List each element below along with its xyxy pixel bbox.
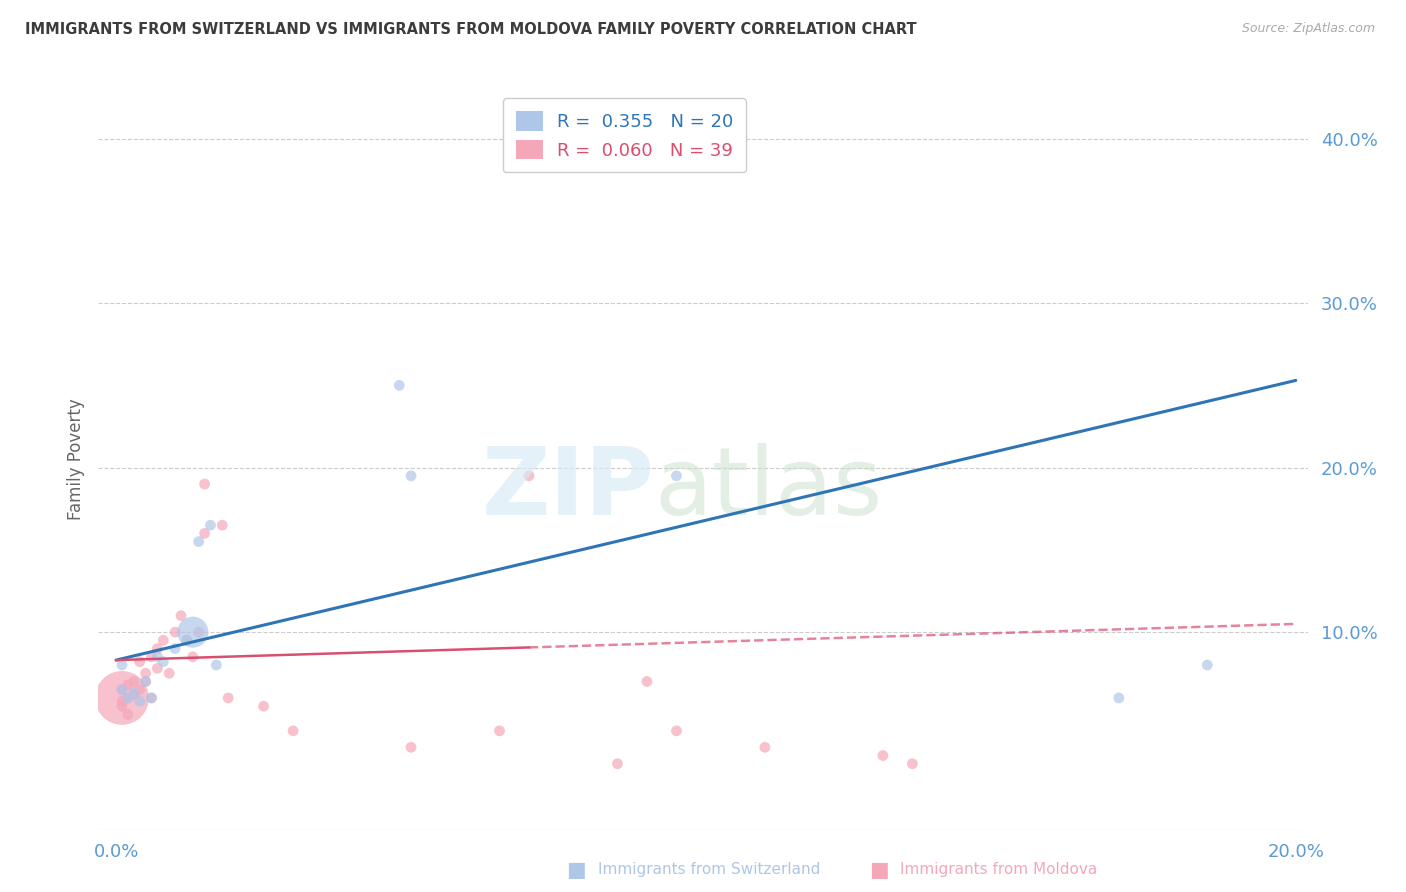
Point — [157, 666, 180, 681]
Point — [111, 690, 134, 705]
Point — [135, 674, 157, 689]
Point — [111, 694, 134, 708]
Point — [111, 699, 134, 714]
Point — [117, 690, 139, 705]
Point — [165, 641, 187, 656]
Point — [122, 674, 145, 689]
Point — [176, 633, 198, 648]
Point — [194, 526, 217, 541]
Point — [388, 378, 411, 392]
Point — [217, 690, 239, 705]
Point — [152, 655, 174, 669]
Point — [754, 740, 776, 755]
Point — [128, 694, 150, 708]
Point — [122, 688, 145, 702]
Point — [399, 740, 422, 755]
Text: atlas: atlas — [655, 443, 883, 535]
Point — [901, 756, 924, 771]
Text: Immigrants from Switzerland: Immigrants from Switzerland — [598, 863, 820, 877]
Point — [170, 608, 193, 623]
Point — [117, 690, 139, 705]
Point — [399, 468, 422, 483]
Text: Immigrants from Moldova: Immigrants from Moldova — [900, 863, 1097, 877]
Point — [146, 649, 169, 664]
Point — [606, 756, 628, 771]
Point — [181, 649, 204, 664]
Point — [152, 633, 174, 648]
Point — [135, 674, 157, 689]
Point — [205, 658, 228, 673]
Point — [111, 658, 134, 673]
Point — [517, 468, 540, 483]
Point — [141, 649, 163, 664]
Point — [141, 690, 163, 705]
Point — [135, 666, 157, 681]
Point — [128, 655, 150, 669]
Point — [141, 690, 163, 705]
Point — [281, 723, 304, 738]
Point — [111, 682, 134, 697]
Point — [117, 707, 139, 722]
Point — [211, 518, 233, 533]
Point — [146, 641, 169, 656]
Point — [1108, 690, 1130, 705]
Point — [128, 682, 150, 697]
Point — [165, 625, 187, 640]
Point — [636, 674, 658, 689]
Point — [488, 723, 510, 738]
Point — [122, 686, 145, 700]
Point — [252, 699, 274, 714]
Point — [117, 678, 139, 692]
Point — [146, 661, 169, 675]
Point — [665, 723, 688, 738]
Point — [187, 534, 209, 549]
Point — [111, 682, 134, 697]
Text: ZIP: ZIP — [482, 443, 655, 535]
Legend: R =  0.355   N = 20, R =  0.060   N = 39: R = 0.355 N = 20, R = 0.060 N = 39 — [503, 98, 747, 172]
Point — [1197, 658, 1219, 673]
Point — [200, 518, 222, 533]
Point — [187, 625, 209, 640]
Text: ■: ■ — [869, 860, 889, 880]
Text: IMMIGRANTS FROM SWITZERLAND VS IMMIGRANTS FROM MOLDOVA FAMILY POVERTY CORRELATIO: IMMIGRANTS FROM SWITZERLAND VS IMMIGRANT… — [25, 22, 917, 37]
Point — [176, 633, 198, 648]
Text: Source: ZipAtlas.com: Source: ZipAtlas.com — [1241, 22, 1375, 36]
Point — [872, 748, 894, 763]
Point — [665, 468, 688, 483]
Point — [181, 625, 204, 640]
Point — [194, 477, 217, 491]
Text: ■: ■ — [567, 860, 586, 880]
Y-axis label: Family Poverty: Family Poverty — [66, 399, 84, 520]
